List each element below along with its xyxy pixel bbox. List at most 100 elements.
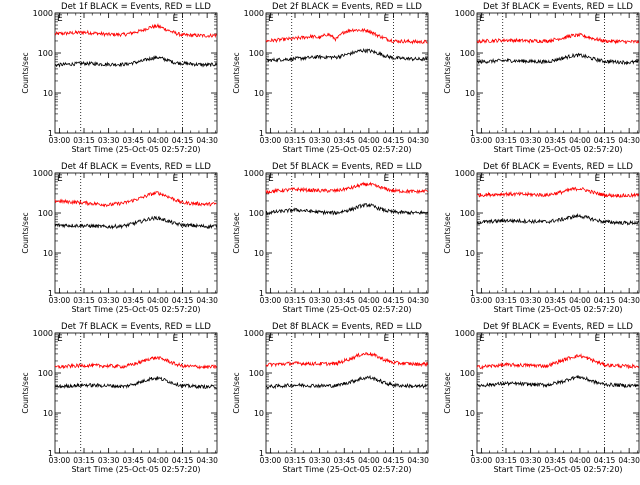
y-tick-label: 100 — [460, 49, 475, 58]
y-tick-label: 100 — [249, 369, 264, 378]
panel-title: Det 8f BLACK = Events, RED = LLD — [272, 322, 422, 332]
x-axis-label: Start Time (25-Oct-05 02:57:20) — [71, 465, 200, 474]
lld-rate-line — [54, 22, 217, 39]
x-tick-label: 04:30 — [618, 456, 640, 465]
y-tick-label: 1000 — [33, 329, 53, 338]
lld-rate-line — [54, 355, 217, 370]
events-rate-line — [265, 374, 428, 390]
x-tick-label: 03:15 — [73, 296, 95, 305]
marker-e-left: E — [57, 334, 63, 344]
x-tick-label: 04:00 — [569, 456, 591, 465]
events-rate-line — [54, 215, 217, 230]
x-tick-label: 04:30 — [407, 296, 429, 305]
y-axis-label: Counts/sec — [443, 372, 452, 413]
marker-e-right: E — [384, 14, 390, 24]
y-tick-label: 1 — [470, 129, 475, 138]
y-tick-label: 1 — [470, 449, 475, 458]
plot-frame — [54, 172, 218, 294]
events-rate-line — [476, 212, 639, 226]
events-rate-line — [54, 54, 217, 68]
x-axis-label: Start Time (25-Oct-05 02:57:20) — [282, 145, 411, 154]
y-tick-label: 1 — [259, 449, 264, 458]
x-tick-label: 04:00 — [569, 296, 591, 305]
x-tick-label: 04:15 — [383, 136, 405, 145]
y-tick-label: 100 — [249, 49, 264, 58]
panel-title: Det 2f BLACK = Events, RED = LLD — [272, 2, 422, 12]
events-rate-line — [265, 47, 428, 63]
panel-title: Det 7f BLACK = Events, RED = LLD — [61, 322, 211, 332]
panel-title: Det 9f BLACK = Events, RED = LLD — [483, 322, 633, 332]
detector-panel: Det 6f BLACK = Events, RED = LLD E E 1 10 100… — [443, 162, 640, 314]
x-axis-label: Start Time (25-Oct-05 02:57:20) — [282, 305, 411, 314]
x-tick-label: 04:00 — [147, 456, 169, 465]
x-tick-label: 04:00 — [147, 296, 169, 305]
x-tick-label: 03:15 — [284, 456, 306, 465]
y-tick-label: 1000 — [33, 9, 53, 18]
x-tick-label: 03:30 — [309, 136, 331, 145]
events-rate-line — [476, 375, 639, 389]
lld-rate-line — [265, 27, 428, 45]
marker-e-left: E — [479, 14, 485, 24]
lld-rate-line — [265, 351, 428, 368]
x-tick-label: 03:00 — [471, 456, 493, 465]
y-axis-label: Counts/sec — [443, 212, 452, 253]
plot-frame — [265, 332, 429, 454]
x-tick-label: 03:00 — [49, 296, 71, 305]
y-tick-label: 10 — [465, 249, 475, 258]
lld-rate-line — [476, 186, 639, 198]
x-tick-label: 03:30 — [309, 296, 331, 305]
marker-e-right: E — [173, 14, 179, 24]
detector-panel: Det 7f BLACK = Events, RED = LLD E E 1 10 100… — [21, 322, 218, 474]
y-axis-label: Counts/sec — [443, 52, 452, 93]
detector-panel: Det 8f BLACK = Events, RED = LLD E E 1 10 100… — [232, 322, 429, 474]
x-tick-label: 03:00 — [471, 296, 493, 305]
events-rate-line — [54, 376, 217, 390]
x-tick-label: 04:00 — [147, 136, 169, 145]
x-tick-label: 04:15 — [383, 456, 405, 465]
lld-rate-line — [54, 190, 217, 208]
plot-frame — [54, 12, 218, 134]
x-tick-label: 03:30 — [309, 456, 331, 465]
x-tick-label: 03:45 — [544, 456, 566, 465]
x-tick-label: 04:30 — [618, 136, 640, 145]
x-tick-label: 04:30 — [407, 456, 429, 465]
x-tick-label: 03:45 — [333, 456, 355, 465]
marker-e-left: E — [268, 14, 274, 24]
x-tick-label: 03:45 — [333, 296, 355, 305]
marker-e-right: E — [595, 334, 601, 344]
x-tick-label: 03:00 — [49, 136, 71, 145]
x-axis-label: Start Time (25-Oct-05 02:57:20) — [282, 465, 411, 474]
y-tick-label: 10 — [254, 249, 264, 258]
x-tick-label: 04:30 — [196, 456, 218, 465]
events-rate-line — [476, 52, 639, 66]
marker-e-right: E — [595, 174, 601, 184]
y-axis-label: Counts/sec — [21, 52, 30, 93]
x-tick-label: 03:30 — [98, 136, 120, 145]
detector-panel: Det 3f BLACK = Events, RED = LLD E E 1 10 100… — [443, 2, 640, 154]
y-tick-label: 1000 — [244, 329, 264, 338]
y-tick-label: 1 — [470, 289, 475, 298]
events-rate-line — [265, 202, 428, 216]
marker-e-right: E — [595, 14, 601, 24]
x-tick-label: 03:45 — [544, 136, 566, 145]
panel-title: Det 5f BLACK = Events, RED = LLD — [272, 162, 422, 172]
y-tick-label: 10 — [254, 409, 264, 418]
y-tick-label: 1 — [48, 449, 53, 458]
y-tick-label: 1000 — [455, 169, 475, 178]
y-tick-label: 1 — [259, 129, 264, 138]
x-tick-label: 04:15 — [172, 136, 194, 145]
panel-title: Det 1f BLACK = Events, RED = LLD — [61, 2, 211, 12]
y-tick-label: 10 — [254, 89, 264, 98]
marker-e-right: E — [384, 174, 390, 184]
plot-frame — [265, 12, 429, 134]
x-tick-label: 04:15 — [172, 296, 194, 305]
y-tick-label: 1 — [48, 129, 53, 138]
plot-frame — [54, 332, 218, 454]
x-tick-label: 04:30 — [196, 136, 218, 145]
y-axis-label: Counts/sec — [232, 212, 241, 253]
x-tick-label: 03:00 — [471, 136, 493, 145]
x-axis-label: Start Time (25-Oct-05 02:57:20) — [493, 465, 622, 474]
y-tick-label: 10 — [43, 89, 53, 98]
x-tick-label: 03:15 — [73, 456, 95, 465]
